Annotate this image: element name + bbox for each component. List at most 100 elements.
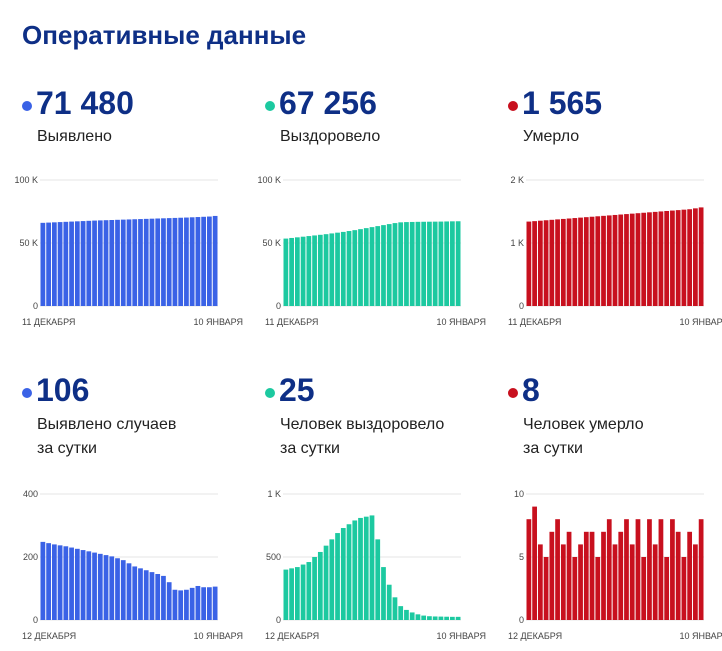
bar (63, 546, 69, 620)
y-tick-label: 100 K (257, 175, 281, 185)
bar (352, 230, 358, 306)
bar (195, 585, 201, 620)
stat-label: Человек выздоровело (280, 416, 445, 433)
bar (404, 222, 409, 306)
stat-label: за сутки (523, 440, 583, 457)
bar (589, 531, 595, 620)
bar (629, 213, 635, 306)
bar (526, 221, 532, 306)
bar (635, 519, 641, 620)
bar (670, 519, 675, 620)
bar (409, 221, 415, 306)
bar (74, 221, 80, 306)
bar (572, 218, 578, 306)
bar (681, 209, 687, 306)
bar (51, 222, 57, 306)
bar (455, 616, 461, 620)
bar (57, 545, 63, 620)
bar (46, 222, 51, 306)
bar (589, 216, 595, 306)
bar (595, 557, 601, 620)
bar (444, 221, 450, 306)
bar (681, 557, 687, 620)
y-tick-label: 0 (276, 301, 281, 311)
bar (109, 220, 115, 306)
bar (698, 519, 704, 620)
bar (629, 544, 635, 620)
y-tick-label: 2 K (510, 175, 524, 185)
bar (80, 550, 86, 620)
bar (63, 221, 69, 306)
x-tick-label-start: 11 ДЕКАБРЯ (265, 317, 318, 327)
stat-dot-icon (22, 388, 32, 398)
bar (294, 567, 300, 620)
x-tick-label-start: 12 ДЕКАБРЯ (508, 631, 562, 641)
bar (652, 544, 658, 620)
y-tick-label: 0 (276, 615, 281, 625)
bar (369, 227, 375, 306)
bar (381, 225, 386, 306)
bar (537, 544, 543, 620)
bar (375, 226, 381, 306)
bar (172, 589, 178, 620)
y-tick-label: 100 K (14, 175, 38, 185)
bar (375, 539, 381, 620)
bar (652, 211, 658, 306)
bar (149, 218, 155, 306)
bar (612, 214, 618, 306)
bar (583, 217, 589, 306)
page-title: Оперативные данные (22, 20, 307, 50)
bar (543, 220, 549, 306)
bar (444, 616, 450, 620)
bar (398, 606, 404, 620)
bar (92, 552, 97, 620)
bar (323, 545, 329, 620)
stat-value: 71 480 (36, 85, 134, 121)
bar (86, 551, 92, 620)
bar (300, 236, 306, 306)
bar (126, 219, 132, 306)
y-tick-label: 50 K (262, 238, 281, 248)
bar (172, 217, 178, 306)
bar (300, 564, 306, 620)
bar (80, 221, 86, 306)
stat-label: Выявлено случаев (37, 416, 177, 433)
stat-label: Человек умерло (523, 416, 644, 433)
bar (155, 574, 161, 620)
bar (566, 531, 572, 620)
bar (675, 210, 681, 306)
bar (97, 220, 103, 306)
bar (601, 531, 606, 620)
bar (618, 214, 624, 306)
bar (212, 586, 218, 620)
bar (675, 531, 681, 620)
y-tick-label: 1 K (510, 238, 524, 248)
bar (381, 567, 386, 620)
bar (601, 215, 606, 306)
bar (103, 220, 109, 306)
bar (658, 519, 664, 620)
bar (323, 234, 329, 306)
bar (161, 575, 166, 620)
bar (201, 216, 207, 306)
bar (698, 207, 704, 306)
bar (566, 218, 572, 306)
bar (635, 213, 641, 306)
bar (184, 589, 189, 620)
bar (306, 236, 312, 306)
bar (392, 597, 398, 620)
bar (641, 557, 647, 620)
bar (138, 568, 143, 620)
bar (618, 531, 624, 620)
bar-chart: 0 200 400 12 ДЕКАБРЯ 10 ЯНВАРЯ (22, 489, 243, 641)
bar (526, 519, 532, 620)
bar (555, 519, 560, 620)
y-tick-label: 50 K (19, 238, 38, 248)
x-tick-label-start: 11 ДЕКАБРЯ (508, 317, 561, 327)
stat-dot-icon (265, 388, 275, 398)
bar-chart: 0 50 K 100 K 11 ДЕКАБРЯ 10 ЯНВАРЯ (14, 175, 243, 327)
bar (532, 506, 537, 620)
bar (427, 616, 432, 620)
bar (432, 616, 438, 620)
x-tick-label-end: 10 ЯНВАРЯ (436, 631, 486, 641)
